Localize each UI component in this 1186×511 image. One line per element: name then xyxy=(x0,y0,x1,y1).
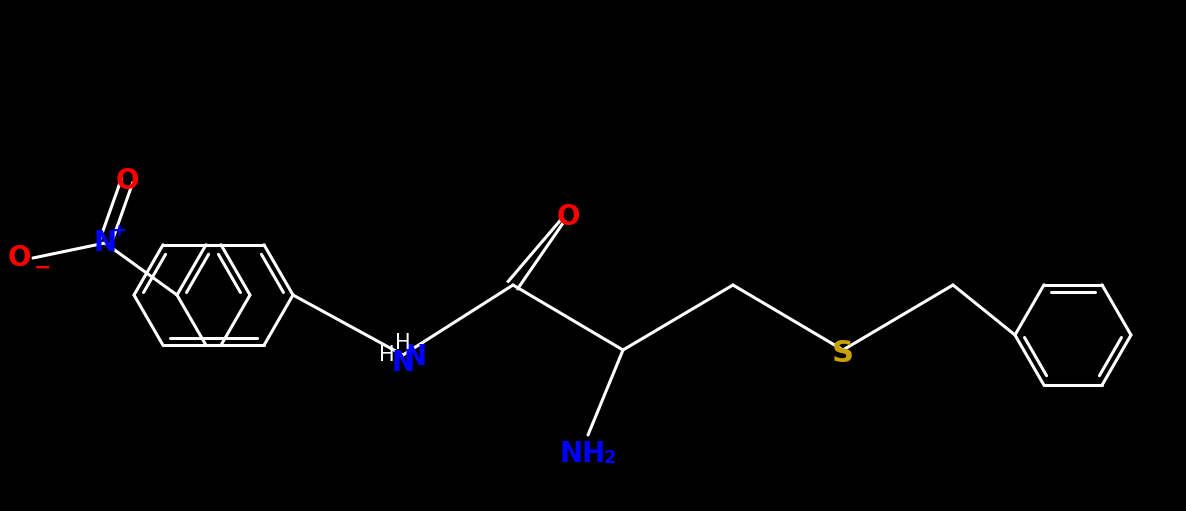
Text: N: N xyxy=(391,349,415,377)
Text: NH: NH xyxy=(560,440,606,468)
Text: −: − xyxy=(34,258,52,278)
Text: O: O xyxy=(115,167,139,195)
Text: +: + xyxy=(111,222,127,240)
Text: H: H xyxy=(395,333,410,353)
Text: O: O xyxy=(556,203,580,231)
Text: N: N xyxy=(94,229,116,257)
Text: N: N xyxy=(403,343,426,371)
Text: 2: 2 xyxy=(604,449,617,467)
Text: H: H xyxy=(380,345,395,365)
Text: S: S xyxy=(833,338,854,367)
Text: O: O xyxy=(7,244,31,272)
